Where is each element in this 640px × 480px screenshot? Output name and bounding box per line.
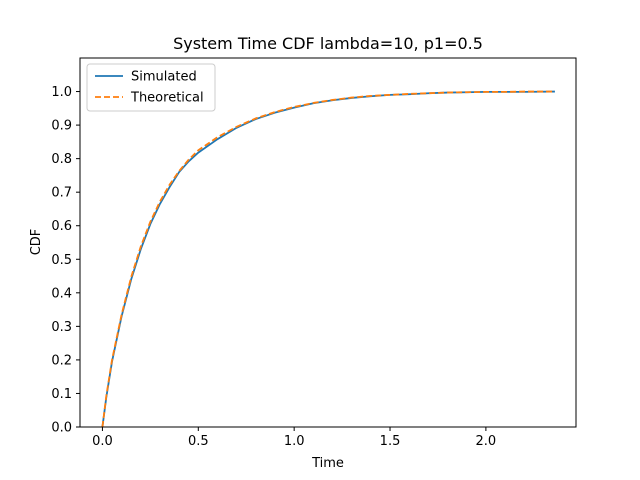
series-line-theoretical xyxy=(101,90,555,428)
legend-label-simulated: Simulated xyxy=(131,70,197,85)
series-layer xyxy=(101,90,555,428)
y-tick-label: 0.3 xyxy=(51,320,72,335)
y-tick-label: 0.8 xyxy=(51,152,72,167)
x-axis: 0.0 0.5 1.0 1.5 2.0 xyxy=(92,427,496,449)
y-tick-label: 0.7 xyxy=(51,186,72,201)
x-tick-label: 1.5 xyxy=(380,434,401,449)
y-tick-label: 0.4 xyxy=(51,286,72,301)
y-tick-label: 0.0 xyxy=(51,421,72,436)
legend: Simulated Theoretical xyxy=(86,63,216,112)
y-tick-label: 0.2 xyxy=(51,353,72,368)
y-tick-label: 0.5 xyxy=(51,253,72,268)
plot-frame xyxy=(79,57,577,428)
x-axis-label: Time xyxy=(311,456,344,471)
y-axis-label: CDF xyxy=(29,229,44,256)
legend-label-theoretical: Theoretical xyxy=(130,91,204,106)
chart-title: System Time CDF lambda=10, p1=0.5 xyxy=(173,34,483,53)
x-tick-label: 0.0 xyxy=(92,434,113,449)
y-axis: 0.0 0.1 0.2 0.3 0.4 0.5 0.6 0.7 0.8 0.9 1.0 xyxy=(51,85,80,436)
x-tick-label: 1.0 xyxy=(284,434,305,449)
y-tick-label: 0.1 xyxy=(51,387,72,402)
y-tick-label: 0.9 xyxy=(51,119,72,134)
x-tick-label: 2.0 xyxy=(476,434,497,449)
x-tick-label: 0.5 xyxy=(188,434,209,449)
y-tick-label: 1.0 xyxy=(51,85,72,100)
y-tick-label: 0.6 xyxy=(51,219,72,234)
